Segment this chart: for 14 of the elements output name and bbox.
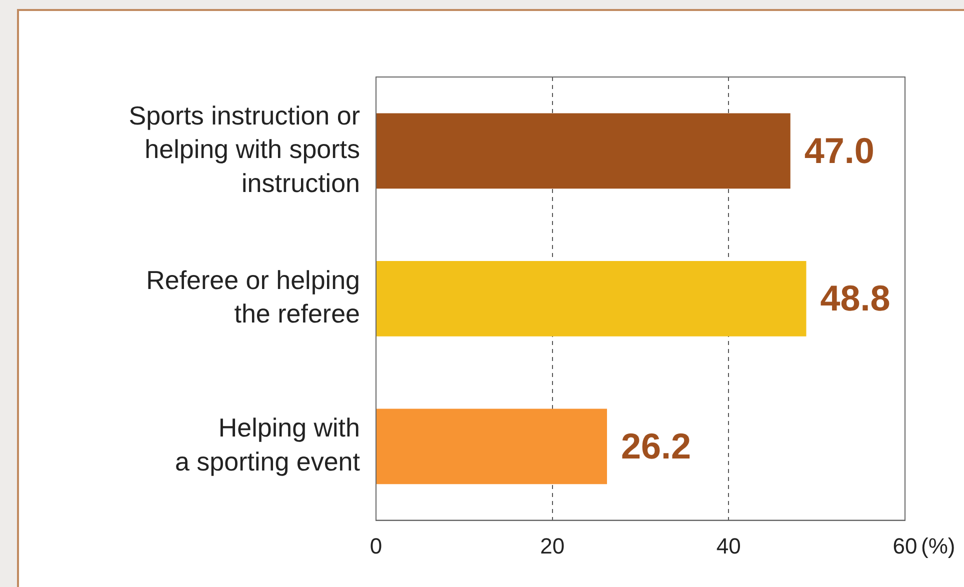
y-tick-label: Referee or helping the referee bbox=[146, 264, 360, 329]
x-tick-label: 40 bbox=[716, 534, 741, 559]
bar bbox=[376, 260, 806, 336]
data-label: 48.8 bbox=[820, 278, 890, 319]
x-tick-label: 60 bbox=[892, 534, 918, 559]
y-tick-label: Sports instruction or helping with sports instruction bbox=[128, 100, 360, 198]
bar bbox=[376, 408, 607, 484]
data-label: 47.0 bbox=[804, 130, 874, 171]
y-tick-label: Helping with a sporting event bbox=[174, 412, 361, 476]
data-label: 26.2 bbox=[620, 425, 692, 466]
x-tick-label: 0 bbox=[370, 534, 382, 559]
bar bbox=[376, 113, 790, 189]
x-axis-title: (%) bbox=[921, 533, 956, 558]
x-tick-label: 20 bbox=[540, 534, 565, 559]
